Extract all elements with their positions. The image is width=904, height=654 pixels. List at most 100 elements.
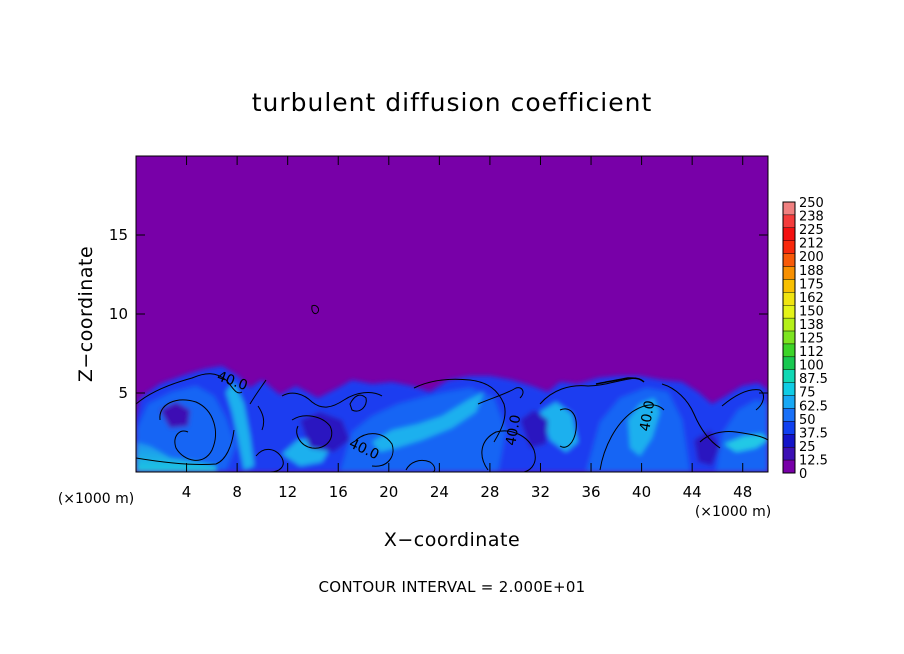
- colorbar-swatch: [782, 292, 796, 306]
- colorbar-label: 138: [799, 318, 824, 333]
- colorbar-label: 12.5: [799, 453, 828, 468]
- colorbar-label: 212: [799, 237, 824, 252]
- contour-line: [136, 429, 235, 466]
- colorbar-swatch: [782, 421, 796, 435]
- colorbar-label: 150: [799, 304, 824, 319]
- colorbar-swatch: [782, 382, 796, 396]
- plume-filament: [628, 398, 660, 456]
- colorbar-swatch: [782, 343, 796, 358]
- colorbar-swatch: [782, 240, 796, 254]
- colorbar-swatch: [782, 266, 796, 280]
- plume-region: [136, 386, 236, 472]
- colorbar-swatch: [782, 408, 796, 422]
- colorbar: 2502382252122001881751621501381251121008…: [782, 196, 828, 482]
- colorbar-swatch: [782, 279, 796, 293]
- y-axis-label: Z−coordinate: [75, 246, 97, 382]
- contour-line: [595, 377, 645, 385]
- contour-line: [477, 387, 524, 405]
- colorbar-label: 200: [799, 250, 824, 265]
- x-tick-label: 48: [733, 483, 752, 501]
- colorbar-label: 250: [799, 196, 824, 211]
- eddy-region: [694, 430, 720, 466]
- plot-area: 40.040.0 40.040.0: [136, 156, 768, 472]
- colorbar-label: 162: [799, 291, 824, 306]
- colorbar-swatch: [782, 434, 796, 448]
- colorbar-label: 0: [799, 467, 807, 482]
- colorbar-label: 62.5: [799, 399, 828, 414]
- x-tick-label: 24: [430, 483, 449, 501]
- colorbar-frame: [782, 201, 796, 474]
- x-tick-label: 32: [531, 483, 550, 501]
- colorbar-swatch: [782, 446, 796, 461]
- colorbar-label: 25: [799, 440, 816, 455]
- contour-line: [405, 459, 436, 472]
- colorbar-swatch: [782, 201, 796, 216]
- colorbar-swatch: [782, 253, 796, 267]
- y-tick-label: 15: [109, 226, 128, 244]
- x-tick-label: 20: [379, 483, 398, 501]
- contour-line: [413, 378, 506, 443]
- x-axis: 4 8 12 16 20 24 28 32 36 40 44 48: [182, 156, 752, 501]
- x-tick-label: 4: [182, 483, 192, 501]
- colorbar-label: 112: [799, 345, 824, 360]
- y-axis: 5 10 15: [109, 226, 768, 402]
- x-tick-label: 8: [232, 483, 242, 501]
- eddy-region: [520, 410, 548, 448]
- contour-line: [721, 389, 764, 411]
- contour-line: [281, 392, 383, 408]
- x-axis-label: X−coordinate: [384, 529, 520, 551]
- x-tick-label: 16: [329, 483, 348, 501]
- contour-value-label: 40.0: [637, 399, 658, 432]
- eddy-region: [160, 402, 190, 428]
- chart-title: turbulent diffusion coefficient: [252, 88, 653, 117]
- contour-line: [159, 399, 216, 461]
- colorbar-swatch: [782, 459, 796, 474]
- contour-interval-note: CONTOUR INTERVAL = 2.000E+01: [318, 578, 585, 596]
- colorbar-swatch: [782, 305, 796, 319]
- plume-filament: [372, 392, 484, 452]
- colorbar-swatch: [782, 214, 796, 229]
- contour-line: [355, 433, 394, 467]
- contour-line: [539, 377, 637, 405]
- colorbar-swatch: [782, 317, 796, 332]
- contour-line: [249, 379, 267, 431]
- x-tick-label: 40: [632, 483, 651, 501]
- x-tick-label: 28: [480, 483, 499, 501]
- colorbar-swatch: [782, 227, 796, 241]
- plume-filament: [724, 434, 768, 452]
- x-tick-label: 44: [683, 483, 702, 501]
- x-unit-label-left: (×1000 m): [58, 491, 134, 507]
- plume-filament: [226, 382, 254, 470]
- contour-line: [136, 373, 243, 405]
- contour-value-label: 40.0: [503, 413, 524, 446]
- x-unit-label-right: (×1000 m): [695, 504, 771, 520]
- colorbar-label: 87.5: [799, 372, 828, 387]
- contour-line: [481, 430, 536, 472]
- colorbar-label: 125: [799, 332, 824, 347]
- colorbar-swatch: [782, 356, 796, 370]
- colorbar-label: 175: [799, 277, 824, 292]
- contour-line: [255, 449, 284, 472]
- eddy-region: [300, 412, 350, 452]
- colorbar-label: 238: [799, 210, 824, 225]
- plume-filament: [540, 402, 578, 452]
- contour-line: [559, 408, 577, 448]
- contour-line: [291, 415, 333, 449]
- colorbar-label: 225: [799, 223, 824, 238]
- colorbar-label: 188: [799, 264, 824, 279]
- y-tick-label: 10: [109, 305, 128, 323]
- x-tick-label: 36: [581, 483, 600, 501]
- colorbar-swatch: [782, 330, 796, 345]
- x-tick-label: 12: [278, 483, 297, 501]
- colorbar-label: 50: [799, 413, 816, 428]
- contour-lines: [136, 305, 768, 472]
- contour-line: [599, 404, 665, 471]
- colorbar-label: 75: [799, 386, 816, 401]
- colorbar-swatch: [782, 395, 796, 409]
- colorbar-swatch: [782, 369, 796, 383]
- contour-line: [349, 394, 367, 412]
- plume-region: [716, 400, 768, 472]
- contour-line: [699, 431, 768, 443]
- colorbar-label: 100: [799, 359, 824, 374]
